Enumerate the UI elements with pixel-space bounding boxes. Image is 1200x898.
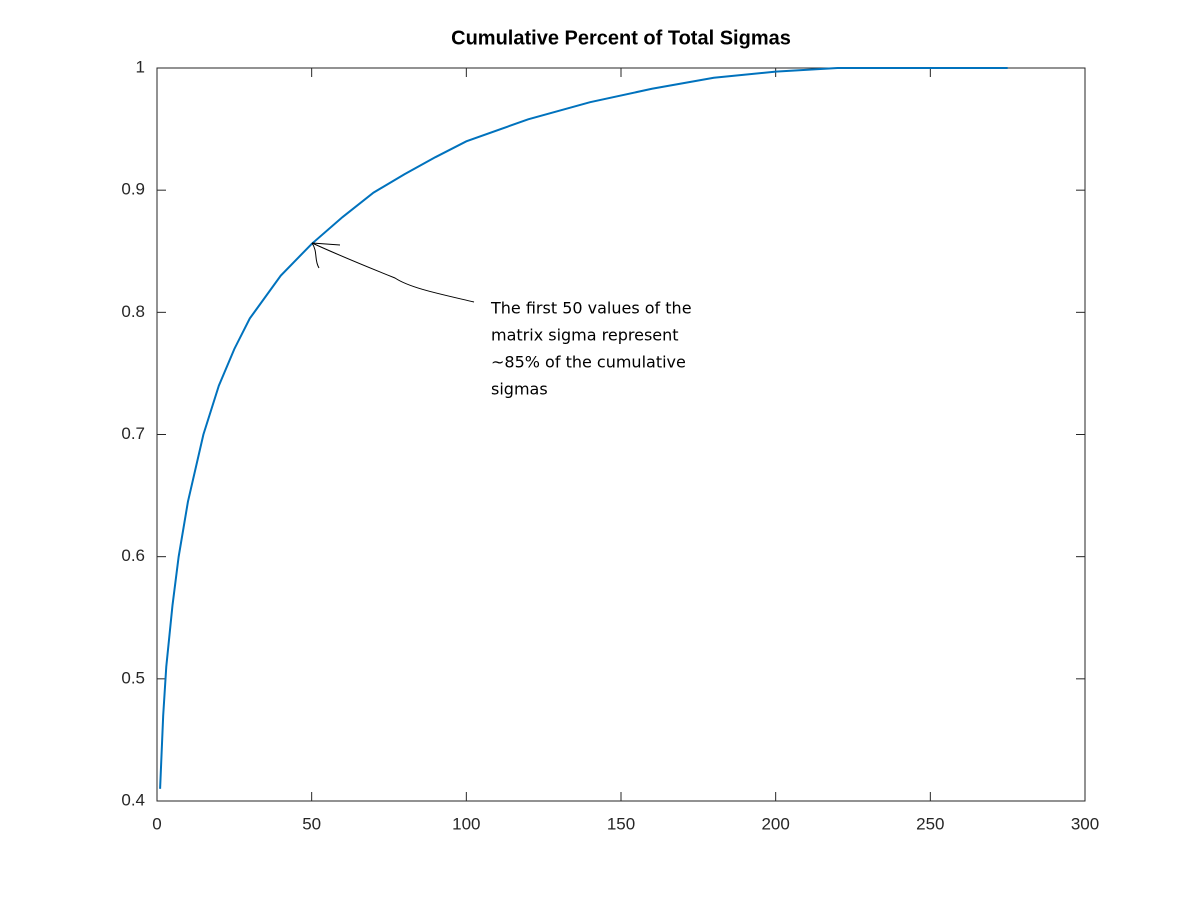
y-tick-label: 1 <box>136 57 145 76</box>
x-tick-label: 0 <box>152 814 161 833</box>
y-tick-label: 0.9 <box>121 180 145 199</box>
y-tick-label: 0.5 <box>121 668 145 687</box>
plot-area <box>156 67 1086 802</box>
y-tick-label: 0.7 <box>121 424 145 443</box>
x-tick-label: 300 <box>1071 814 1099 833</box>
annotation-line: The first 50 values of the <box>490 299 692 318</box>
annotation-line: matrix sigma represent <box>491 326 679 345</box>
annotation-arrow <box>311 242 475 303</box>
x-tick-label: 150 <box>607 814 635 833</box>
annotation: The first 50 values of the matrix sigma r… <box>490 299 692 399</box>
y-tick-label: 0.6 <box>121 546 145 565</box>
chart-title: Cumulative Percent of Total Sigmas <box>451 27 791 49</box>
y-tick-label: 0.4 <box>121 790 145 809</box>
data-line <box>159 67 1008 789</box>
x-tick-label: 100 <box>452 814 480 833</box>
x-tick-label: 50 <box>302 814 321 833</box>
arrow-head <box>311 242 341 269</box>
annotation-line: ~85% of the cumulative <box>491 353 686 372</box>
annotation-line: sigmas <box>491 380 548 399</box>
x-tick-label: 200 <box>761 814 789 833</box>
y-tick-label: 0.8 <box>121 302 145 321</box>
x-tick-label: 250 <box>916 814 944 833</box>
